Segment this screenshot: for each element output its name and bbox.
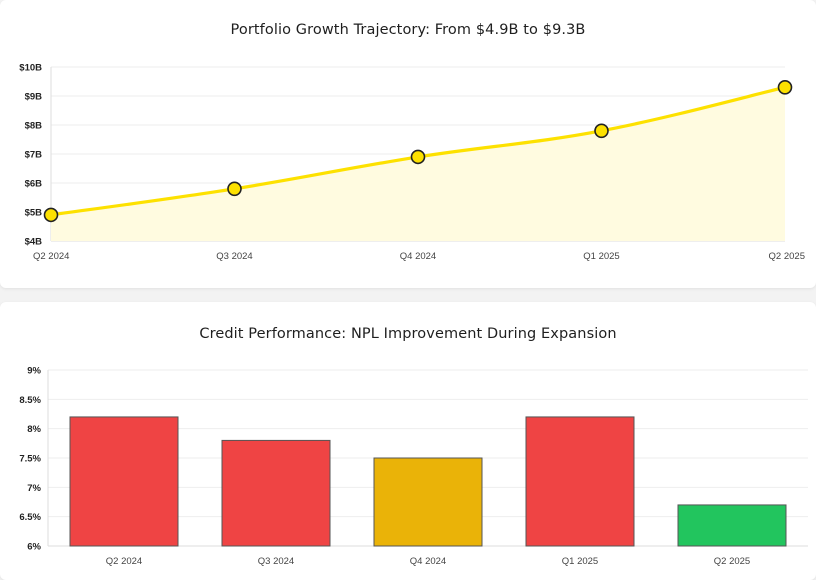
data-point [594, 123, 609, 139]
data-point [227, 181, 242, 197]
x-tick-label: Q1 2025 [562, 556, 598, 567]
bar [221, 439, 331, 547]
y-tick-label: 7.5% [19, 454, 41, 465]
x-tick-label: Q2 2025 [714, 556, 750, 567]
y-tick-label: $6B [25, 179, 43, 190]
npl-bar-chart: 6% 6.5% 7% 7.5% 8% 8.5% 9% Q2 2024 Q3 2024 Q4 202… [19, 366, 808, 567]
x-tick-label: Q3 2024 [216, 251, 252, 262]
x-tick-label: Q3 2024 [258, 556, 294, 567]
bar [677, 504, 787, 547]
bar [373, 457, 483, 547]
y-tick-label: $5B [25, 208, 43, 219]
data-point [410, 149, 426, 165]
data-point [43, 207, 59, 223]
y-tick-label: 7% [27, 483, 41, 494]
data-point [777, 80, 793, 95]
bar [69, 416, 179, 547]
y-tick-label: 6.5% [19, 512, 41, 523]
y-tick-label: $4B [25, 237, 43, 248]
portfolio-growth-card: Portfolio Growth Trajectory: From $4.9B … [0, 0, 816, 288]
y-tick-label: 6% [27, 542, 41, 553]
credit-performance-card: Credit Performance: NPL Improvement Duri… [0, 302, 816, 580]
y-tick-label: 8.5% [19, 395, 41, 406]
y-tick-label: 9% [27, 366, 41, 377]
x-tick-label: Q1 2025 [583, 251, 619, 262]
x-tick-label: Q2 2024 [33, 251, 69, 262]
x-tick-label: Q2 2024 [106, 556, 142, 567]
y-tick-label: $8B [25, 121, 43, 132]
x-tick-label: Q2 2025 [769, 251, 805, 262]
x-tick-label: Q4 2024 [400, 251, 436, 262]
chart-title: Portfolio Growth Trajectory: From $4.9B … [230, 22, 586, 38]
chart-title: Credit Performance: NPL Improvement Duri… [199, 326, 617, 342]
y-tick-label: $7B [25, 150, 43, 161]
bar [525, 416, 635, 547]
y-tick-label: $10B [19, 63, 42, 74]
x-tick-label: Q4 2024 [410, 556, 446, 567]
portfolio-growth-line-chart: $4B $5B $6B $7B $8B $9B $10B Q2 2024 Q3 2024 Q4 2… [19, 63, 805, 263]
y-tick-label: $9B [25, 92, 43, 103]
y-tick-label: 8% [27, 424, 41, 435]
